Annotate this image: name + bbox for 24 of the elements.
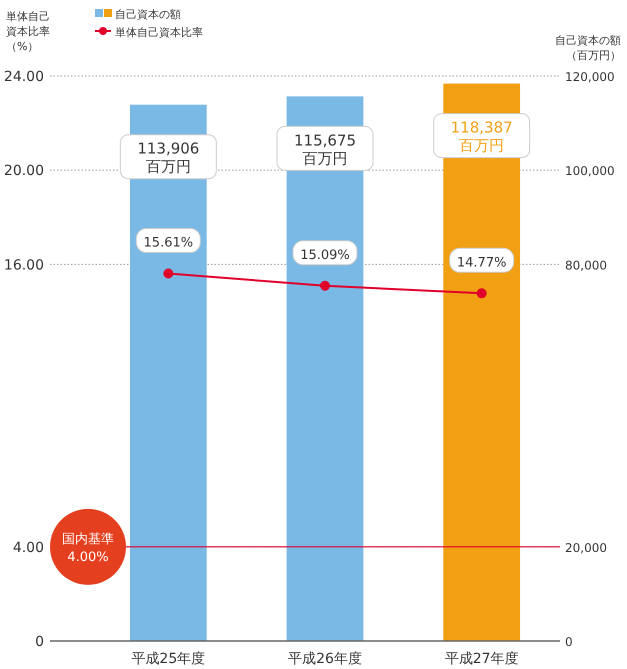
data-label: 118,387 百万円 — [450, 118, 513, 155]
y2-tick-label: 20,000 — [565, 540, 607, 555]
data-label: 113,906 百万円 — [137, 140, 200, 176]
y2-tick-label: 80,000 — [565, 258, 607, 272]
y-tick-label: 20.00 — [4, 163, 44, 180]
y2-axis-title: 自己資本の額（百万円） — [555, 34, 621, 62]
x-tick-label: 平成26年度 — [288, 651, 362, 667]
data-label: 15.61% — [144, 236, 194, 251]
data-label: 15.09% — [300, 248, 350, 263]
y2-tick-label: 0 — [565, 635, 573, 649]
x-tick-label: 平成27年度 — [444, 651, 519, 667]
y-tick-label: 24.00 — [4, 69, 44, 85]
data-label: 115,675 百万円 — [294, 131, 356, 168]
y-axis-title: 単体自己資本比率（%） — [6, 10, 50, 53]
legend-label: 自己資本の額 — [115, 8, 181, 21]
x-tick-label: 平成25年度 — [131, 651, 206, 667]
y-tick-label: 4.00 — [12, 540, 44, 556]
y2-tick-label: 120,000 — [565, 70, 615, 84]
y-tick-label: 16.00 — [4, 257, 44, 274]
legend-label: 単体自己資本比率 — [115, 26, 203, 39]
y-tick-label: 0 — [35, 634, 44, 650]
ref-line-label: 国内基準 4.00% — [62, 532, 114, 565]
data-label: 14.77% — [456, 255, 506, 270]
y2-tick-label: 100,000 — [565, 164, 615, 178]
